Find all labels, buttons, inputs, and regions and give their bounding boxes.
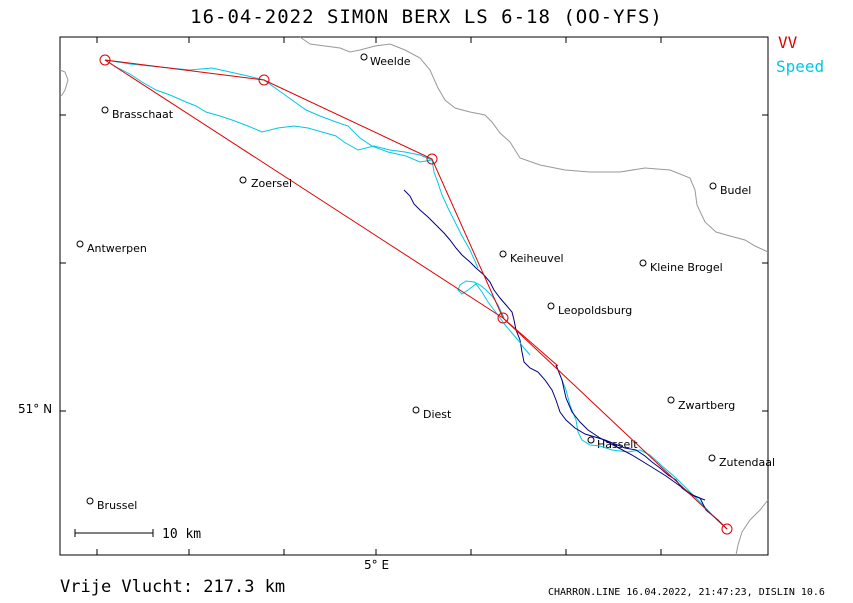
task-legs (104, 59, 728, 530)
scale-bar (74, 529, 154, 537)
map-title: 16-04-2022 SIMON BERX LS 6-18 (OO-YFS) (190, 6, 663, 28)
latitude-label: 51° N (18, 402, 53, 416)
town-label-leopoldsburg: Leopoldsburg (558, 304, 632, 317)
map-frame (59, 36, 769, 556)
town-label-zoersel: Zoersel (251, 177, 292, 190)
town-label-diest: Diest (423, 408, 452, 421)
town-label-zutendaal: Zutendaal (719, 456, 775, 469)
longitude-label: 5° E (364, 558, 390, 572)
town-markers (76, 53, 717, 505)
town-label-kleine-brogel: Kleine Brogel (650, 261, 723, 274)
town-label-brasschaat: Brasschaat (112, 108, 174, 121)
town-label-brussel: Brussel (97, 499, 137, 512)
credit-line: CHARRON.LINE 16.04.2022, 21:47:23, DISLI… (548, 587, 825, 598)
town-label-keiheuvel: Keiheuvel (510, 252, 564, 265)
town-label-weelde: Weelde (370, 55, 411, 68)
town-label-zwartberg: Zwartberg (678, 399, 735, 412)
scale-bar-label: 10 km (162, 527, 201, 542)
town-label-budel: Budel (720, 184, 751, 197)
distance-summary: Vrije Vlucht: 217.3 km (60, 577, 286, 597)
town-label-antwerpen: Antwerpen (87, 242, 147, 255)
axis-ticks (60, 37, 768, 555)
turnpoints (99, 54, 733, 535)
legend-speed: Speed (776, 57, 825, 76)
legend-vv: VV (778, 33, 798, 52)
country-border (59, 36, 769, 556)
flight-track (104, 59, 728, 530)
